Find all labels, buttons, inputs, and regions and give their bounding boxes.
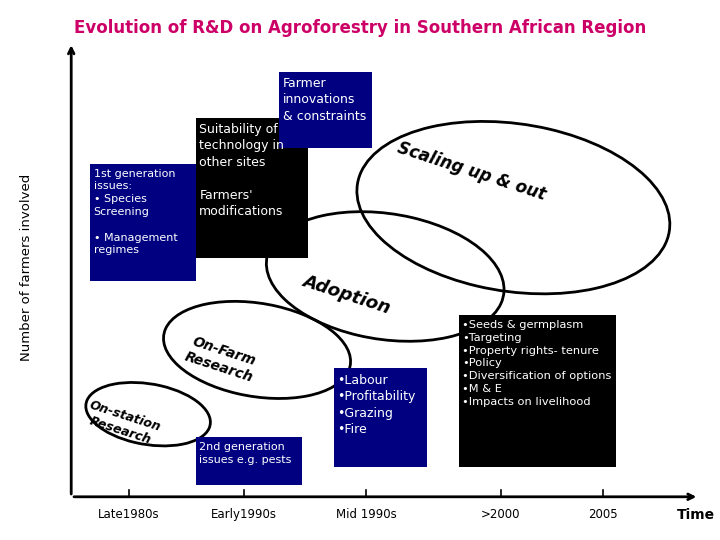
Text: >2000: >2000 bbox=[481, 508, 521, 521]
FancyBboxPatch shape bbox=[279, 72, 372, 148]
Text: On-Farm
Research: On-Farm Research bbox=[184, 334, 261, 384]
Text: •Labour
•Profitability
•Grazing
•Fire: •Labour •Profitability •Grazing •Fire bbox=[337, 374, 415, 436]
Text: •Seeds & germplasm
•Targeting
•Property rights- tenure
•Policy
•Diversification : •Seeds & germplasm •Targeting •Property … bbox=[462, 320, 611, 407]
Text: Adoption: Adoption bbox=[300, 272, 393, 318]
Text: On-station
Research: On-station Research bbox=[83, 399, 162, 448]
FancyBboxPatch shape bbox=[196, 118, 308, 258]
Text: Farmer
innovations
& constraints: Farmer innovations & constraints bbox=[283, 77, 366, 123]
FancyBboxPatch shape bbox=[334, 368, 427, 467]
Text: Suitability of
technology in
other sites

Farmers'
modifications: Suitability of technology in other sites… bbox=[199, 123, 284, 218]
Text: 1st generation
issues:
• Species
Screening

• Management
regimes: 1st generation issues: • Species Screeni… bbox=[94, 168, 177, 255]
Text: Late1980s: Late1980s bbox=[98, 508, 160, 521]
Text: Evolution of R&D on Agroforestry in Southern African Region: Evolution of R&D on Agroforestry in Sout… bbox=[74, 19, 646, 37]
Text: Scaling up & out: Scaling up & out bbox=[395, 138, 548, 204]
FancyBboxPatch shape bbox=[91, 164, 196, 281]
Text: Time: Time bbox=[677, 508, 715, 522]
FancyBboxPatch shape bbox=[459, 315, 616, 467]
Text: Early1990s: Early1990s bbox=[211, 508, 277, 521]
Text: Number of farmers involved: Number of farmers involved bbox=[20, 174, 33, 361]
FancyBboxPatch shape bbox=[196, 437, 302, 485]
Text: Mid 1990s: Mid 1990s bbox=[336, 508, 396, 521]
Text: 2nd generation
issues e.g. pests: 2nd generation issues e.g. pests bbox=[199, 442, 292, 464]
Text: 2005: 2005 bbox=[588, 508, 618, 521]
